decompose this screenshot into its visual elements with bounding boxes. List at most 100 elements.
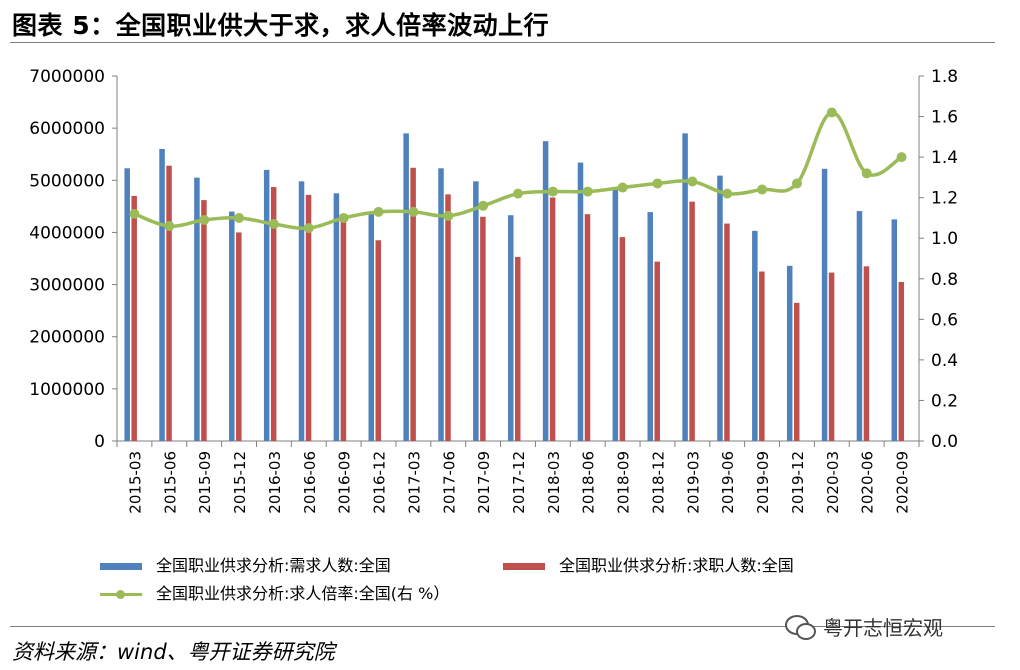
x-axis-category-label: 2018-03 <box>545 451 563 514</box>
demand-bar <box>229 211 235 441</box>
demand-bar <box>473 181 479 442</box>
footer-divider <box>10 626 995 627</box>
demand-bar <box>577 162 584 442</box>
legend-supply: 全国职业供求分析:求职人数:全国 <box>503 552 794 576</box>
x-axis-category-label: 2015-06 <box>161 451 179 514</box>
ratio-point <box>373 206 384 217</box>
ratio-point <box>896 152 907 163</box>
watermark-text: 粤开志恒宏观 <box>823 616 943 640</box>
right-axis-tick-label: 0.8 <box>931 270 958 290</box>
supply-bar <box>410 167 416 441</box>
supply-bar <box>724 223 730 441</box>
ratio-point <box>408 206 419 217</box>
watermark: 粤开志恒宏观 <box>785 612 943 641</box>
ratio-point <box>826 107 837 118</box>
supply-bar <box>305 194 312 441</box>
title-divider <box>10 42 995 43</box>
x-axis-category-label: 2019-12 <box>789 451 807 514</box>
x-axis-category-label: 2018-09 <box>615 451 633 514</box>
supply-bar <box>515 256 521 441</box>
demand-bar <box>891 219 898 441</box>
ratio-point <box>268 219 279 230</box>
supply-bar <box>863 266 870 441</box>
x-axis-category-label: 2017-06 <box>440 451 458 514</box>
x-axis-category-label: 2020-03 <box>824 451 842 514</box>
supply-bar <box>689 201 695 441</box>
right-axis-tick-label: 1.0 <box>931 229 958 249</box>
x-axis-category-label: 2017-03 <box>405 451 423 514</box>
supply-bar <box>445 194 451 441</box>
x-axis-category-label: 2015-09 <box>196 451 214 514</box>
left-axis-tick-label: 4000000 <box>29 223 105 243</box>
demand-bar <box>368 211 375 441</box>
demand-bar <box>403 133 409 441</box>
ratio-point <box>443 210 454 221</box>
legend-supply-swatch <box>503 563 545 570</box>
legend-ratio: 全国职业供求分析:求人倍率:全国(右 %） <box>100 580 449 604</box>
ratio-point <box>478 200 489 211</box>
ratio-point <box>757 184 768 195</box>
supply-bar <box>166 165 172 441</box>
ratio-point <box>547 186 558 197</box>
right-axis-tick-label: 1.2 <box>931 189 958 209</box>
legend-demand-label: 全国职业供求分析:需求人数:全国 <box>156 556 391 575</box>
legend-supply-label: 全国职业供求分析:求职人数:全国 <box>559 556 794 575</box>
left-axis-tick-label: 0 <box>94 432 105 452</box>
demand-bar <box>333 193 340 441</box>
supply-bar <box>270 187 277 441</box>
x-axis-category-label: 2015-12 <box>231 451 249 514</box>
supply-bar <box>236 232 242 441</box>
demand-bar <box>612 188 619 441</box>
ratio-point <box>582 186 593 197</box>
x-axis-category-label: 2017-12 <box>510 451 528 514</box>
supply-bar <box>759 271 765 441</box>
ratio-point <box>652 178 663 189</box>
supply-bar <box>898 281 905 441</box>
demand-bar <box>263 169 270 441</box>
source-note: 资料来源：wind、粤开证券研究院 <box>12 640 335 664</box>
demand-bar <box>438 168 444 442</box>
demand-bar <box>298 181 305 442</box>
demand-bar <box>821 168 828 442</box>
ratio-point <box>338 212 349 223</box>
x-axis-category-label: 2019-06 <box>719 451 737 514</box>
supply-bar <box>828 272 835 441</box>
supply-bar <box>375 240 382 441</box>
x-axis-category-label: 2018-12 <box>649 451 667 514</box>
supply-bar <box>131 195 137 441</box>
right-axis-tick-label: 1.4 <box>931 148 958 168</box>
right-axis-tick-label: 1.6 <box>931 108 958 128</box>
x-axis-category-label: 2020-09 <box>894 451 912 514</box>
left-axis-tick-label: 2000000 <box>29 328 105 348</box>
x-axis-category-label: 2016-09 <box>336 451 354 514</box>
right-axis-tick-label: 0.2 <box>931 391 958 411</box>
demand-bar <box>786 265 793 441</box>
demand-bar <box>682 133 688 441</box>
left-axis-tick-label: 3000000 <box>29 276 105 296</box>
x-axis-category-label: 2020-06 <box>859 451 877 514</box>
right-axis-tick-label: 0.6 <box>931 310 958 330</box>
demand-bar <box>508 215 514 441</box>
chart-title: 图表 5：全国职业供大于求，求人倍率波动上行 <box>12 11 550 40</box>
demand-bar <box>194 177 200 441</box>
legend-ratio-label: 全国职业供求分析:求人倍率:全国(右 %） <box>156 584 450 603</box>
x-axis-category-label: 2018-06 <box>580 451 598 514</box>
ratio-point <box>234 212 245 223</box>
x-axis-category-label: 2019-03 <box>684 451 702 514</box>
left-axis-tick-label: 7000000 <box>29 67 105 87</box>
demand-bar <box>647 212 653 441</box>
x-axis-category-label: 2015-03 <box>126 451 144 514</box>
ratio-point <box>861 168 872 179</box>
demand-bar <box>159 149 165 441</box>
legend-ratio-swatch <box>100 589 142 601</box>
supply-bar <box>654 261 660 441</box>
supply-bar <box>549 197 556 441</box>
ratio-point <box>129 208 140 219</box>
x-axis-category-label: 2019-09 <box>754 451 772 514</box>
demand-bar <box>717 175 723 442</box>
ratio-point <box>513 188 523 199</box>
supply-bar <box>584 214 591 441</box>
legend-demand: 全国职业供求分析:需求人数:全国 <box>100 552 391 576</box>
demand-bar <box>856 211 863 441</box>
ratio-point <box>303 223 314 234</box>
